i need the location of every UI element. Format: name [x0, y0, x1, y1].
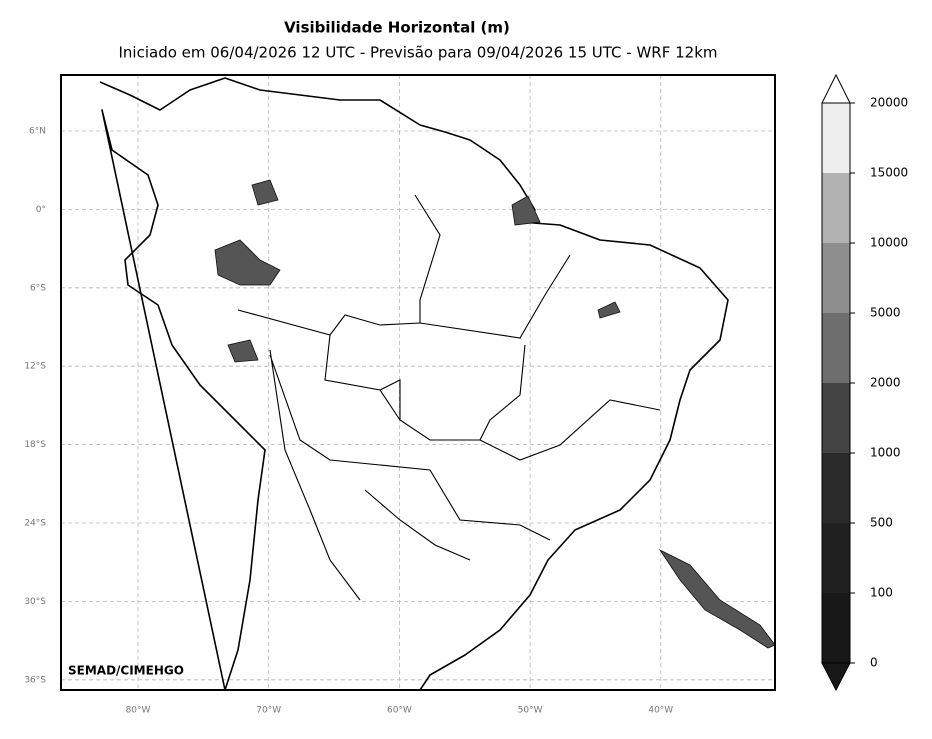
fog-patch: [511, 195, 541, 226]
colorbar-tick-label: 1000: [870, 446, 901, 460]
lon-label: 60°W: [387, 706, 412, 716]
lat-label: 6°N: [29, 127, 46, 137]
colorbar-tick-label: 10000: [870, 236, 908, 250]
fog-patch: [597, 301, 621, 319]
lat-label: 6°S: [30, 283, 46, 293]
colorbar-tick-label: 100: [870, 586, 893, 600]
map-land: [99, 77, 776, 691]
title: Visibilidade Horizontal (m): [284, 19, 510, 37]
lat-label: 24°S: [24, 519, 46, 529]
lat-label: 18°S: [24, 440, 46, 450]
lon-label: 50°W: [518, 706, 543, 716]
graticule: [61, 75, 775, 690]
colorbar-segment: [822, 103, 850, 173]
colorbar-segment: [822, 453, 850, 523]
colorbar-tick-label: 2000: [870, 376, 901, 390]
colorbar-segment: [822, 383, 850, 453]
fog-patch: [214, 239, 281, 286]
colorbar-segment: [822, 523, 850, 593]
fog-patch: [227, 339, 259, 363]
lon-label: 70°W: [256, 706, 281, 716]
lat-label: 0°: [36, 205, 46, 215]
fog-patch: [658, 548, 776, 649]
colorbar-segment: [822, 313, 850, 383]
lon-label: 40°W: [648, 706, 673, 716]
lat-label: 30°S: [24, 597, 46, 607]
colorbar: 0 100 500 1000 2000 5000 10000 15000 20000: [821, 73, 908, 692]
colorbar-tick-label: 0: [870, 656, 878, 670]
lat-label: 36°S: [24, 675, 46, 685]
colorbar-extend-low: [821, 662, 851, 692]
colorbar-tick-label: 15000: [870, 166, 908, 180]
colorbar-tick-label: 20000: [870, 96, 908, 110]
colorbar-segment: [822, 593, 850, 663]
subtitle: Iniciado em 06/04/2026 12 UTC - Previsão…: [118, 44, 717, 62]
lon-label: 80°W: [126, 706, 151, 716]
colorbar-tick-label: 500: [870, 516, 893, 530]
colorbar-extend-high: [821, 73, 851, 104]
colorbar-tick-label: 5000: [870, 306, 901, 320]
credit: SEMAD/CIMEHGO: [68, 664, 184, 678]
borders: [237, 194, 661, 601]
colorbar-segment: [822, 243, 850, 313]
map-frame: [60, 74, 776, 691]
colorbar-segment: [822, 173, 850, 243]
coastline: [99, 77, 729, 691]
fog-patch: [251, 179, 279, 206]
lat-label: 12°S: [24, 362, 46, 372]
